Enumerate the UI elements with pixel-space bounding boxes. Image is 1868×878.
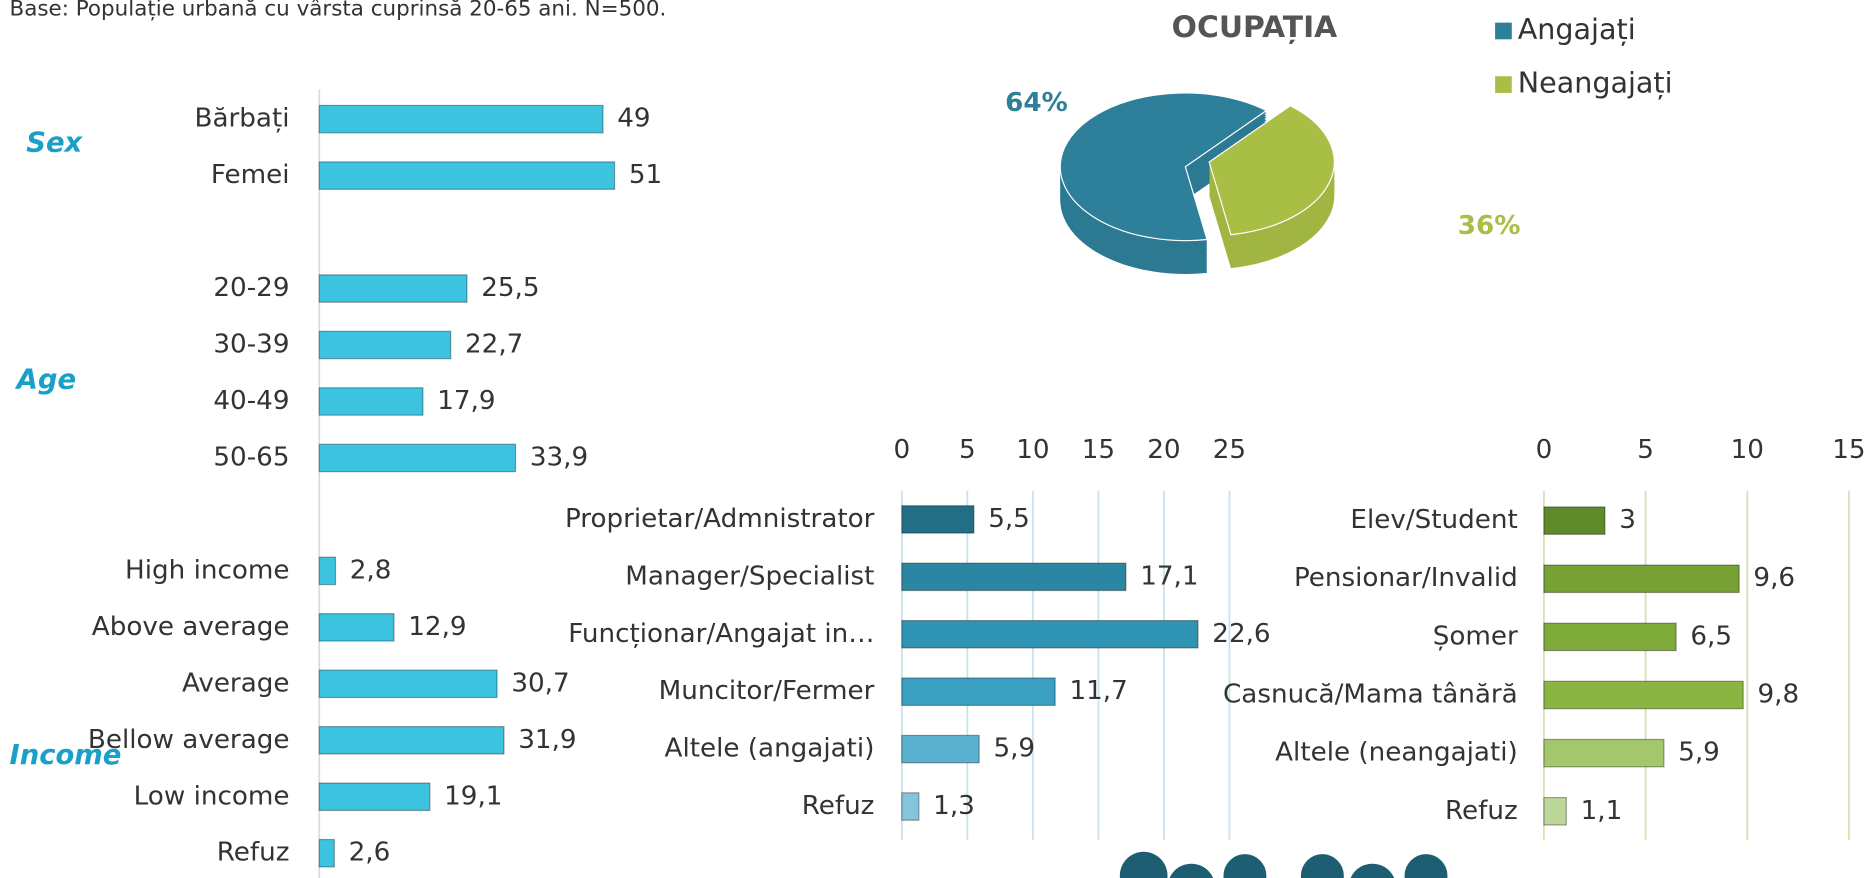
- category-label: 50-65: [213, 442, 289, 472]
- bar: [1543, 506, 1606, 535]
- bar: [318, 387, 424, 416]
- value-label: 2,8: [350, 555, 392, 585]
- category-label: Above average: [92, 612, 290, 642]
- category-label: Bărbați: [194, 104, 289, 134]
- bar: [318, 725, 505, 755]
- value-label: 11,7: [1069, 676, 1127, 706]
- bar: [318, 330, 452, 360]
- x-tick-label: 15: [1082, 435, 1115, 465]
- bar: [318, 669, 498, 699]
- caption: Base: Populație urbană cu vârsta cuprins…: [10, 0, 667, 22]
- x-tick-label: 10: [1731, 435, 1764, 465]
- bar: [318, 838, 335, 868]
- category-label: Proprietar/Admnistrator: [565, 504, 875, 534]
- value-label: 6,5: [1690, 621, 1732, 651]
- category-label: Refuz: [802, 791, 875, 821]
- category-label: Refuz: [1445, 796, 1518, 826]
- x-tick-label: 0: [893, 435, 910, 465]
- bar: [901, 734, 980, 764]
- x-tick-label: 5: [959, 435, 976, 465]
- value-label: 5,9: [1678, 738, 1720, 768]
- bar: [901, 562, 1127, 592]
- value-label: 30,7: [511, 668, 569, 698]
- category-label: Muncitor/Fermer: [659, 676, 875, 706]
- category-label: 30-39: [213, 330, 289, 360]
- x-tick-label: 0: [1536, 435, 1553, 465]
- value-label: 2,6: [349, 838, 391, 868]
- pie-value-label: 36%: [1458, 211, 1521, 241]
- pie-slice: [1059, 92, 1268, 242]
- x-tick-label: 5: [1637, 435, 1654, 465]
- category-label: Average: [182, 668, 290, 698]
- category-label: Pensionar/Invalid: [1294, 563, 1518, 593]
- value-label: 5,9: [993, 734, 1035, 764]
- bar: [901, 677, 1056, 706]
- bar: [1543, 796, 1567, 826]
- category-label: Altele (angajati): [665, 734, 875, 764]
- category-label: Casnucă/Mama tânără: [1223, 680, 1518, 710]
- bar: [901, 619, 1199, 649]
- group-label: Age: [15, 365, 76, 396]
- value-label: 1,3: [933, 791, 975, 821]
- value-label: 9,8: [1758, 680, 1800, 710]
- bar: [901, 792, 920, 821]
- value-label: 3: [1619, 505, 1636, 535]
- category-label: Funcționar/Angajat in…: [568, 619, 874, 649]
- value-label: 12,9: [408, 612, 466, 642]
- category-label: Manager/Specialist: [625, 561, 874, 591]
- value-label: 19,1: [444, 781, 502, 811]
- x-tick-label: 10: [1016, 435, 1049, 465]
- bar: [318, 782, 431, 812]
- value-label: 25,5: [481, 273, 539, 303]
- value-label: 1,1: [1581, 796, 1623, 826]
- value-label: 5,5: [988, 504, 1030, 534]
- category-label: High income: [125, 555, 289, 585]
- value-label: 22,7: [465, 330, 523, 360]
- legend-marker: [1495, 22, 1512, 40]
- bar: [318, 161, 616, 190]
- bar: [1543, 564, 1740, 594]
- pie-title: OCUPAȚIA: [1172, 10, 1338, 45]
- value-label: 17,1: [1140, 561, 1198, 591]
- category-label: Elev/Student: [1350, 505, 1517, 535]
- x-tick-label: 15: [1832, 435, 1865, 465]
- x-tick-label: 25: [1213, 435, 1246, 465]
- value-label: 17,9: [437, 386, 495, 416]
- bar: [1543, 738, 1665, 768]
- category-label: Șomer: [1433, 621, 1518, 651]
- category-label: Altele (neangajati): [1275, 738, 1518, 768]
- group-label: Income: [10, 740, 122, 771]
- value-label: 49: [617, 104, 650, 134]
- group-label: Sex: [26, 128, 83, 159]
- bar: [318, 274, 468, 303]
- people-icons: [1119, 851, 1448, 878]
- bar: [318, 613, 395, 642]
- value-label: 51: [629, 160, 662, 190]
- pie-value-label: 64%: [1005, 88, 1068, 118]
- bar: [318, 104, 604, 134]
- legend-label: Neangajați: [1518, 66, 1673, 100]
- category-label: Femei: [211, 160, 290, 190]
- value-label: 9,6: [1753, 563, 1795, 593]
- legend-label: Angajați: [1518, 12, 1636, 46]
- category-label: Low income: [134, 781, 290, 811]
- bar: [1543, 622, 1677, 652]
- bar: [318, 556, 337, 586]
- value-label: 22,6: [1212, 619, 1270, 649]
- bar: [318, 443, 517, 473]
- bar: [1543, 680, 1744, 710]
- category-label: Refuz: [217, 838, 290, 868]
- legend-marker: [1495, 76, 1512, 93]
- category-label: Bellow average: [88, 725, 290, 755]
- x-tick-label: 20: [1147, 435, 1180, 465]
- category-label: 20-29: [213, 273, 289, 303]
- category-label: 40-49: [213, 386, 289, 416]
- value-label: 33,9: [530, 442, 588, 472]
- value-label: 31,9: [518, 725, 576, 755]
- pie-slice: [1208, 105, 1335, 236]
- bar: [901, 505, 975, 534]
